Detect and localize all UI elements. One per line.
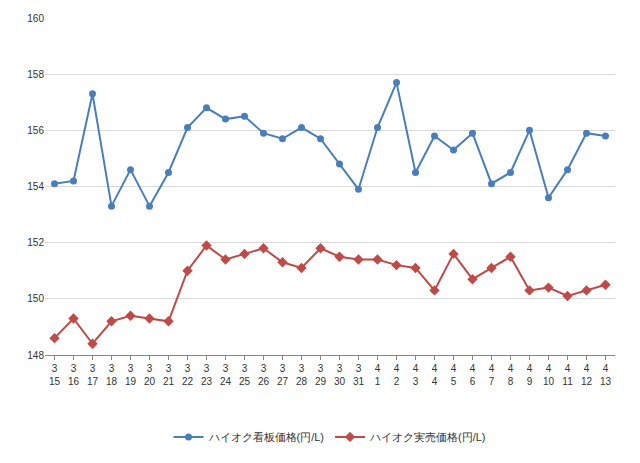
- svg-text:46: 46: [470, 363, 476, 387]
- svg-text:44: 44: [432, 363, 438, 387]
- svg-text:49: 49: [527, 363, 533, 387]
- svg-text:321: 321: [163, 363, 175, 387]
- svg-text:150: 150: [27, 293, 44, 304]
- svg-text:412: 412: [581, 363, 593, 387]
- svg-text:42: 42: [394, 363, 400, 387]
- svg-text:148: 148: [27, 350, 44, 361]
- svg-text:318: 318: [106, 363, 118, 387]
- svg-text:158: 158: [27, 69, 44, 80]
- svg-text:320: 320: [144, 363, 156, 387]
- svg-text:156: 156: [27, 125, 44, 136]
- svg-text:329: 329: [315, 363, 327, 387]
- svg-text:330: 330: [334, 363, 346, 387]
- svg-text:323: 323: [201, 363, 213, 387]
- svg-text:152: 152: [27, 237, 44, 248]
- svg-text:315: 315: [49, 363, 61, 387]
- svg-text:154: 154: [27, 181, 44, 192]
- svg-text:45: 45: [451, 363, 457, 387]
- svg-text:ハイオク看板価格(円/L): ハイオク看板価格(円/L): [208, 431, 325, 443]
- svg-text:413: 413: [600, 363, 612, 387]
- svg-text:331: 331: [353, 363, 365, 387]
- svg-text:324: 324: [220, 363, 232, 387]
- svg-text:48: 48: [508, 363, 514, 387]
- svg-text:ハイオク実売価格(円/L): ハイオク実売価格(円/L): [369, 431, 486, 443]
- svg-text:47: 47: [489, 363, 495, 387]
- svg-text:41: 41: [375, 363, 381, 387]
- svg-text:328: 328: [296, 363, 308, 387]
- svg-text:316: 316: [68, 363, 80, 387]
- svg-text:410: 410: [543, 363, 555, 387]
- svg-text:411: 411: [562, 363, 573, 387]
- svg-text:327: 327: [277, 363, 289, 387]
- svg-text:319: 319: [125, 363, 137, 387]
- svg-text:325: 325: [239, 363, 251, 387]
- svg-text:317: 317: [87, 363, 99, 387]
- svg-text:160: 160: [27, 13, 44, 24]
- svg-text:326: 326: [258, 363, 270, 387]
- svg-text:322: 322: [182, 363, 194, 387]
- svg-text:43: 43: [413, 363, 419, 387]
